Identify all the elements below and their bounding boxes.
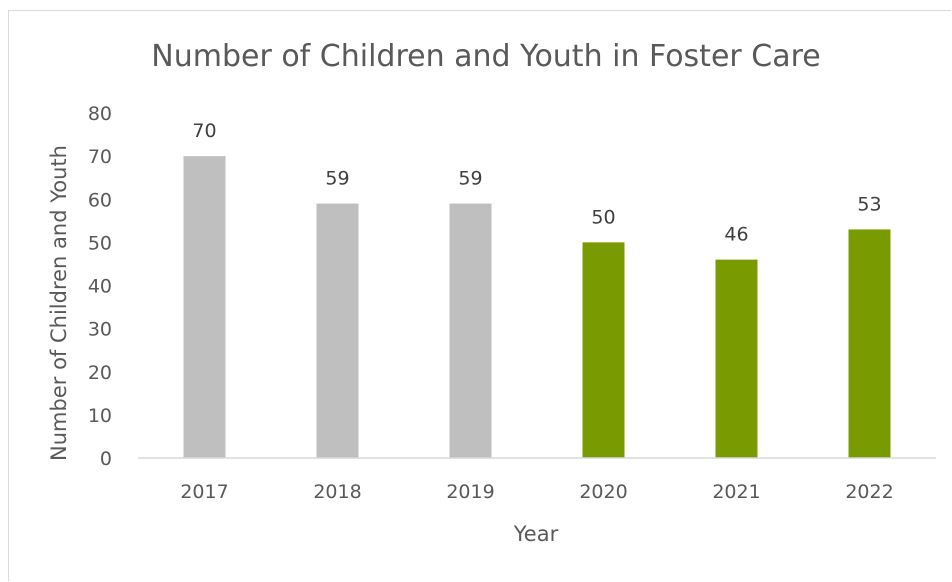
x-tick-label: 2021 (712, 481, 760, 503)
data-label-2020: 50 (591, 206, 615, 228)
data-labels: 70 59 59 50 46 53 (192, 120, 881, 246)
bar-2021 (715, 259, 758, 458)
chart-frame (8, 10, 951, 581)
y-tick-label: 60 (88, 189, 112, 211)
data-label-2021: 46 (724, 224, 748, 246)
y-tick-label: 40 (88, 276, 112, 298)
data-label-2019: 59 (458, 168, 482, 190)
x-tick-label: 2018 (313, 481, 361, 503)
bars (183, 156, 891, 458)
y-tick-label: 50 (88, 232, 112, 254)
x-tick-label: 2020 (579, 481, 627, 503)
bar-2019 (449, 203, 492, 458)
y-tick-label: 20 (88, 362, 112, 384)
bar-2017 (183, 156, 226, 458)
y-tick-label: 10 (88, 405, 112, 427)
y-axis-ticks: 0 10 20 30 40 50 60 70 80 (88, 103, 112, 470)
data-label-2022: 53 (857, 193, 881, 215)
y-tick-label: 30 (88, 319, 112, 341)
x-tick-label: 2019 (446, 481, 494, 503)
y-tick-label: 70 (88, 146, 112, 168)
x-axis-ticks: 2017 2018 2019 2020 2021 2022 (180, 481, 893, 503)
y-axis-label: Number of Children and Youth (47, 145, 71, 461)
y-tick-label: 80 (88, 103, 112, 125)
chart-title: Number of Children and Youth in Foster C… (151, 39, 820, 74)
x-tick-label: 2017 (180, 481, 228, 503)
x-axis-label: Year (513, 522, 559, 546)
x-tick-label: 2022 (845, 481, 893, 503)
y-tick-label: 0 (100, 448, 112, 470)
bar-2020 (582, 242, 625, 458)
data-label-2017: 70 (192, 120, 216, 142)
bar-2022 (848, 229, 891, 458)
data-label-2018: 59 (325, 168, 349, 190)
bar-2018 (316, 203, 359, 458)
